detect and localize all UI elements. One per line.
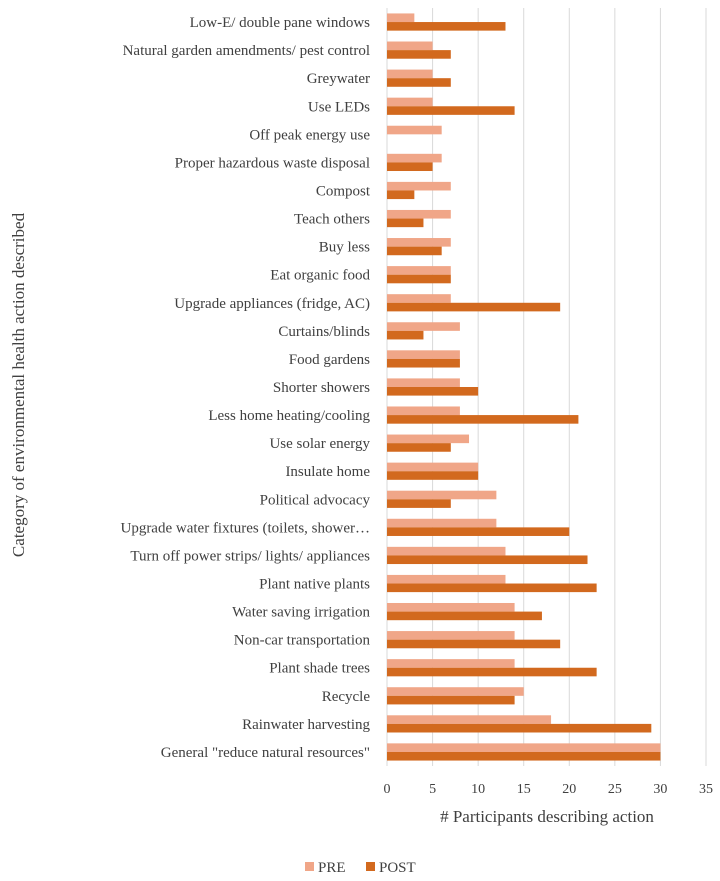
x-tick-label: 10 [471,782,485,797]
legend-label-pre: PRE [318,860,346,876]
category-label: Curtains/blinds [278,324,370,340]
bar-pre [387,350,460,359]
bar-pre [387,546,506,556]
legend-swatch-post [366,862,375,871]
category-labels: Low-E/ double pane windows Natural garden… [120,15,370,761]
bar-pre [387,181,451,191]
bar-pre [387,687,524,696]
category-label: Eat organic food [270,268,370,284]
x-tick-label: 0 [384,782,391,797]
x-tick-label: 35 [699,782,713,797]
y-axis-title: Category of environmental health action … [9,212,28,557]
x-tick-label: 30 [653,782,667,797]
category-label: Rainwater harvesting [242,717,370,733]
category-label: Proper hazardous waste disposal [175,155,370,171]
category-label: Use solar energy [269,436,370,452]
x-tick-label: 15 [517,782,531,797]
x-tick-label: 20 [562,782,576,797]
bar-post [387,358,460,368]
bar-post [387,611,542,621]
category-label: Recycle [322,689,371,705]
bar-pre [387,715,552,724]
bar-post [387,218,424,228]
bar-pre [387,406,460,416]
bar-post [387,555,588,565]
bar-pre [387,743,661,752]
bars [387,13,661,761]
x-tick-labels: 0 5 10 15 20 25 30 35 [384,782,714,797]
bar-pre [387,266,451,275]
bar-pre [387,153,442,163]
bar-pre [387,13,415,23]
category-label: Food gardens [289,352,370,368]
bar-pre [387,322,460,331]
bar-post [387,667,597,677]
x-tick-label: 5 [429,782,436,797]
category-label: Upgrade water fixtures (toilets, shower… [120,520,370,536]
bar-post [387,751,661,761]
x-tick-label: 25 [608,782,622,797]
bar-post [387,723,652,733]
bar-pre [387,631,515,640]
bar-post [387,471,479,480]
category-label: Plant native plants [259,577,370,593]
bar-post [387,415,579,424]
bar-pre [387,574,506,584]
bar-pre [387,238,451,247]
bar-pre [387,434,470,444]
bar-pre [387,462,479,472]
category-label: Natural garden amendments/ pest control [123,43,370,59]
bar-post [387,190,415,200]
bar-pre [387,378,460,387]
bar-pre [387,602,515,612]
bar-pre [387,69,433,79]
category-label: Teach others [294,212,370,228]
bar-post [387,639,561,649]
category-label: Political advocacy [260,492,371,508]
category-label: Plant shade trees [269,661,370,677]
bar-pre [387,659,515,668]
category-label: General "reduce natural resources" [161,745,370,761]
x-axis-title: # Participants describing action [440,807,654,826]
bar-pre [387,125,442,135]
bar-pre [387,294,451,303]
category-label: Upgrade appliances (fridge, AC) [174,296,370,312]
category-label: Compost [316,183,371,199]
bar-post [387,50,451,59]
bar-post [387,330,424,340]
bar-post [387,583,597,593]
bar-pre [387,209,451,219]
bar-post [387,162,433,172]
category-label: Low-E/ double pane windows [190,15,371,31]
bar-post [387,22,506,31]
bar-post [387,274,451,284]
bar-pre [387,97,433,107]
category-label: Use LEDs [308,99,370,115]
category-label: Water saving irrigation [232,605,370,621]
bar-post [387,302,561,312]
legend-swatch-pre [305,862,314,871]
bar-pre [387,490,497,500]
bar-post [387,246,442,256]
category-label: Off peak energy use [249,127,370,143]
bar-post [387,499,451,508]
category-label: Greywater [307,71,370,87]
legend: PRE POST [305,860,416,876]
bar-pre [387,518,497,528]
bar-post [387,443,451,452]
bar-post [387,78,451,87]
category-label: Buy less [319,240,370,256]
category-label: Insulate home [285,464,370,480]
category-label: Non-car transportation [234,633,371,649]
bar-post [387,695,515,705]
category-label: Less home heating/cooling [208,408,370,424]
bar-post [387,387,479,396]
bar-post [387,106,515,115]
bar-post [387,527,570,536]
category-label: Turn off power strips/ lights/ appliance… [130,548,370,564]
category-label: Shorter showers [273,380,370,396]
legend-label-post: POST [379,860,416,876]
bar-pre [387,41,433,51]
